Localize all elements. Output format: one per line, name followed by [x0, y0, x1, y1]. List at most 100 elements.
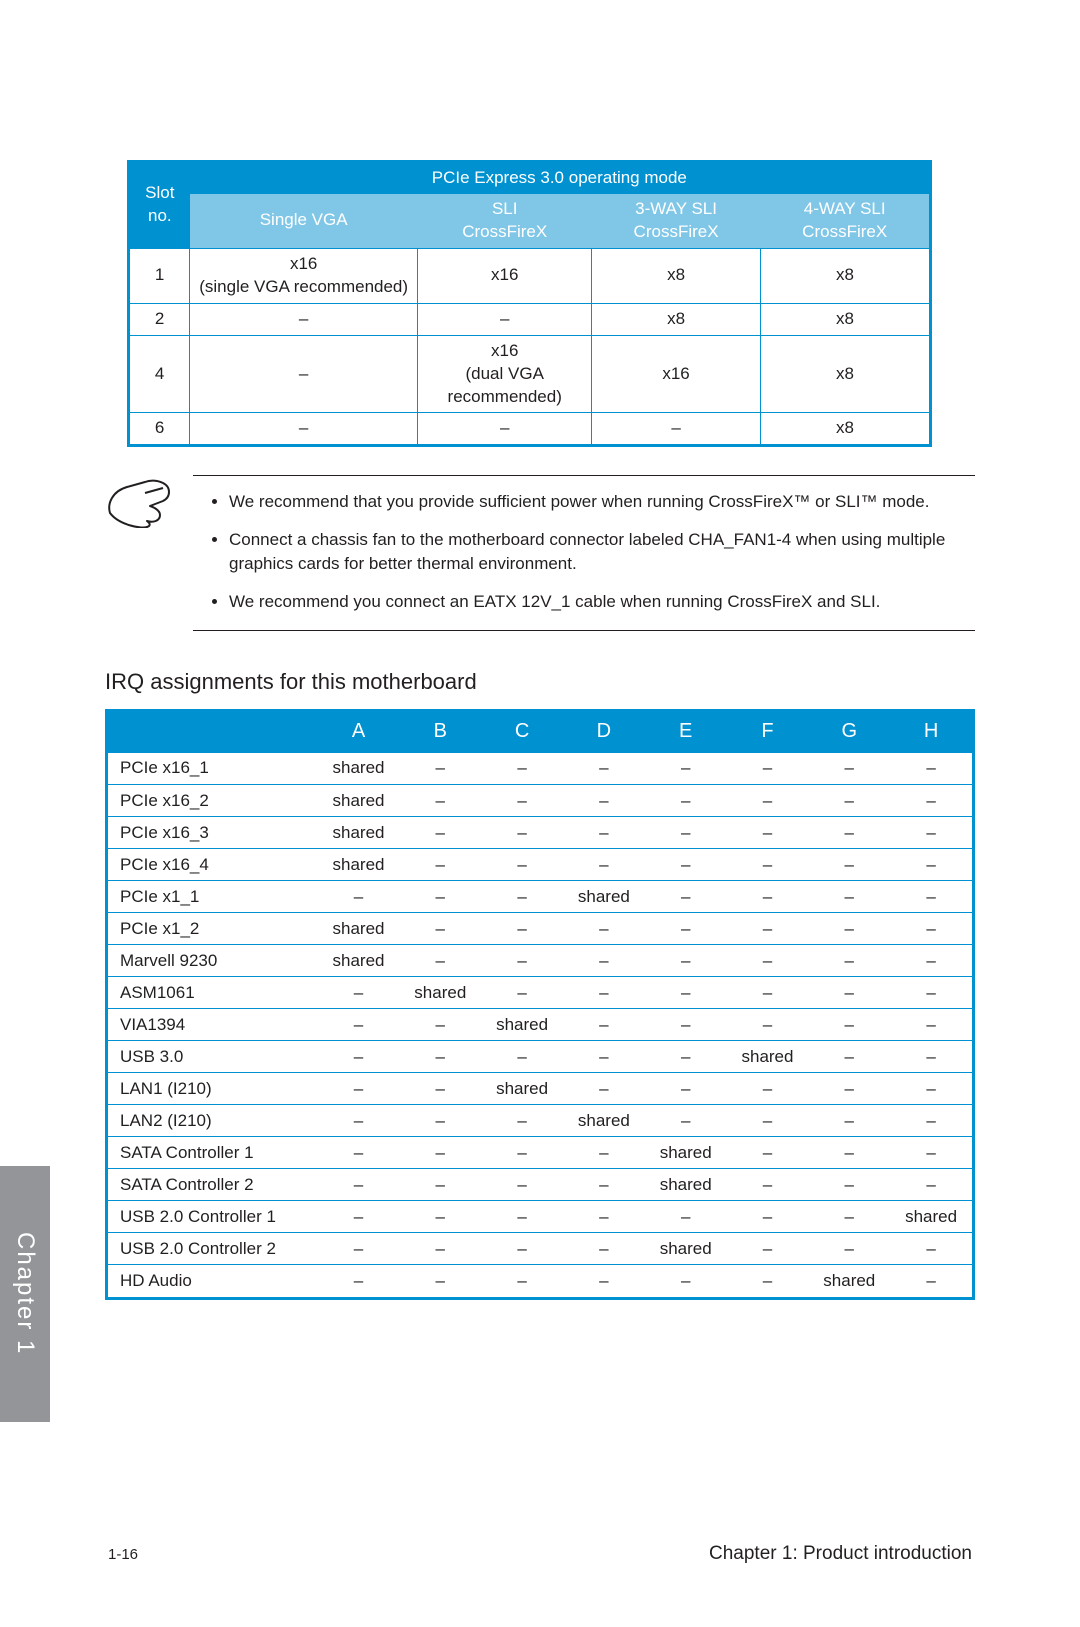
table-cell: – [808, 753, 890, 785]
table-cell: – [808, 945, 890, 977]
table-cell: shared [481, 1009, 563, 1041]
table-cell: – [399, 913, 481, 945]
table-cell: x8 [592, 248, 761, 303]
table-cell: – [727, 1265, 809, 1297]
th-irq-H: H [890, 710, 972, 753]
row-label: USB 2.0 Controller 2 [108, 1233, 318, 1265]
th-irq-C: C [481, 710, 563, 753]
th-single-vga: Single VGA [190, 194, 418, 248]
note-item: We recommend you connect an EATX 12V_1 c… [229, 590, 975, 614]
table-cell: – [481, 1105, 563, 1137]
table-cell: – [481, 1201, 563, 1233]
th-3way-sli: 3-WAY SLI CrossFireX [592, 194, 761, 248]
table-cell: – [645, 785, 727, 817]
page-footer: 1-16 Chapter 1: Product introduction [108, 1543, 972, 1565]
table-cell: – [645, 1073, 727, 1105]
table-cell: – [808, 1233, 890, 1265]
table-row: USB 2.0 Controller 2––––shared––– [108, 1233, 972, 1265]
table-cell: – [808, 913, 890, 945]
table-cell: – [890, 977, 972, 1009]
th-irq-G: G [808, 710, 890, 753]
table-cell: x16 (single VGA recommended) [190, 248, 418, 303]
table-cell: shared [645, 1169, 727, 1201]
table-cell: – [727, 849, 809, 881]
table-cell: – [481, 785, 563, 817]
table-cell: x16 [418, 248, 592, 303]
table-cell: – [318, 1009, 400, 1041]
table-cell: – [727, 1137, 809, 1169]
th-slot-no: Slot no. [130, 163, 190, 248]
table-cell: shared [727, 1041, 809, 1073]
table-cell: shared [318, 817, 400, 849]
table-cell: – [808, 1073, 890, 1105]
table-cell: – [592, 413, 761, 444]
note-block: We recommend that you provide sufficient… [105, 475, 975, 630]
table-cell: x8 [592, 303, 761, 335]
row-label: PCIe x16_3 [108, 817, 318, 849]
table-cell: – [318, 1233, 400, 1265]
table-cell: – [645, 1265, 727, 1297]
table-cell: shared [318, 849, 400, 881]
row-label: PCIe x16_2 [108, 785, 318, 817]
table-cell: x16 [592, 335, 761, 413]
table-cell: – [727, 1201, 809, 1233]
table-row: USB 2.0 Controller 1–––––––shared [108, 1201, 972, 1233]
table-cell: x8 [760, 303, 929, 335]
irq-table-wrap: ABCDEFGH PCIe x16_1shared–––––––PCIe x16… [105, 709, 975, 1300]
hand-pointing-icon [105, 473, 175, 533]
table-cell: – [399, 817, 481, 849]
table-cell: – [808, 1041, 890, 1073]
table-cell: – [190, 413, 418, 444]
table-cell: – [645, 1105, 727, 1137]
table-cell: – [318, 1265, 400, 1297]
table-cell: – [645, 881, 727, 913]
table-row: SATA Controller 1––––shared––– [108, 1137, 972, 1169]
table-row: 4–x16 (dual VGA recommended)x16x8 [130, 335, 929, 413]
row-label: HD Audio [108, 1265, 318, 1297]
table-cell: – [399, 1169, 481, 1201]
table-row: ASM1061–shared–––––– [108, 977, 972, 1009]
table-cell: – [808, 1169, 890, 1201]
table-cell: – [645, 1009, 727, 1041]
table-cell: – [481, 1265, 563, 1297]
table-cell: – [481, 977, 563, 1009]
table-cell: – [645, 1201, 727, 1233]
note-body: We recommend that you provide sufficient… [193, 475, 975, 630]
table-cell: x8 [760, 335, 929, 413]
th-irq-D: D [563, 710, 645, 753]
table-cell: x8 [760, 248, 929, 303]
table-cell: – [727, 945, 809, 977]
table-cell: – [481, 753, 563, 785]
t1-tbody: 1x16 (single VGA recommended)x16x8x82––x… [130, 248, 929, 444]
table-cell: – [318, 881, 400, 913]
chapter-side-tab: Chapter 1 [0, 1166, 50, 1422]
th-4way-sli: 4-WAY SLI CrossFireX [760, 194, 929, 248]
t1-thead: Slot no. PCIe Express 3.0 operating mode… [130, 163, 929, 248]
table-cell: – [399, 1201, 481, 1233]
table-cell: – [890, 785, 972, 817]
table-cell: – [318, 1137, 400, 1169]
table-cell: – [890, 1137, 972, 1169]
row-label: PCIe x1_1 [108, 881, 318, 913]
table-cell: – [318, 1073, 400, 1105]
table-cell: – [563, 753, 645, 785]
table-row: 6–––x8 [130, 413, 929, 444]
table-cell: 2 [130, 303, 190, 335]
table-cell: – [890, 817, 972, 849]
table-row: PCIe x16_1shared––––––– [108, 753, 972, 785]
table-cell: – [318, 1169, 400, 1201]
table-cell: – [645, 753, 727, 785]
table-cell: – [890, 1009, 972, 1041]
table-cell: – [481, 817, 563, 849]
table-cell: – [645, 817, 727, 849]
table-cell: – [808, 1105, 890, 1137]
row-label: USB 2.0 Controller 1 [108, 1201, 318, 1233]
table-cell: – [481, 881, 563, 913]
table-cell: shared [318, 753, 400, 785]
th-sli: SLI CrossFireX [418, 194, 592, 248]
table-cell: – [563, 1265, 645, 1297]
table-cell: – [563, 1073, 645, 1105]
table-cell: – [481, 945, 563, 977]
table-cell: shared [890, 1201, 972, 1233]
table-cell: – [563, 1009, 645, 1041]
